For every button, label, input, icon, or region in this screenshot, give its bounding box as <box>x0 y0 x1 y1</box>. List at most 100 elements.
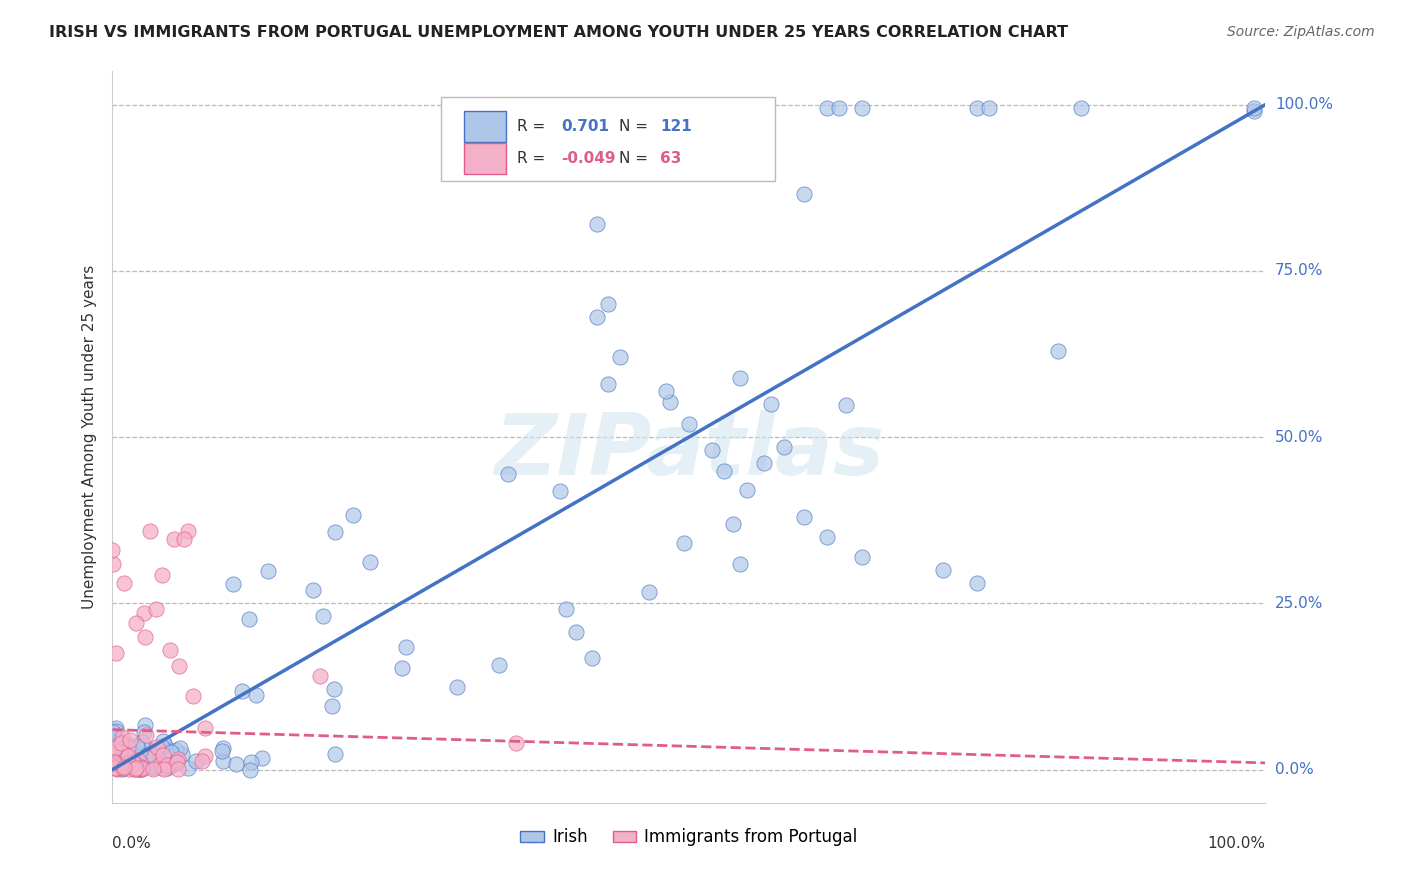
Point <box>105 646 128 660</box>
Point <box>117 749 139 764</box>
Point <box>181 689 204 703</box>
Point <box>135 755 157 769</box>
Point <box>505 736 527 750</box>
Point <box>977 101 1000 115</box>
Point <box>122 762 145 776</box>
Point <box>152 733 174 747</box>
Point <box>104 754 127 768</box>
Text: 0.701: 0.701 <box>561 119 609 134</box>
Point <box>342 508 364 522</box>
Point <box>323 524 346 539</box>
Point <box>309 669 332 683</box>
Point <box>134 718 156 732</box>
Point <box>257 565 280 579</box>
Point <box>112 761 135 775</box>
Point <box>150 740 173 755</box>
Point <box>131 747 153 762</box>
Point <box>110 759 132 773</box>
Point <box>105 761 128 775</box>
Point <box>211 743 233 757</box>
Point <box>554 602 576 616</box>
Y-axis label: Unemployment Among Youth under 25 years: Unemployment Among Youth under 25 years <box>82 265 97 609</box>
Point <box>134 754 156 768</box>
Point <box>735 483 758 498</box>
Text: 50.0%: 50.0% <box>1275 430 1323 444</box>
Point <box>143 760 166 774</box>
Point <box>112 576 135 591</box>
Point <box>131 735 153 749</box>
Point <box>176 761 198 775</box>
FancyBboxPatch shape <box>441 97 776 181</box>
Point <box>101 543 124 558</box>
Point <box>104 760 127 774</box>
Point <box>163 532 186 546</box>
Point <box>142 749 165 764</box>
Point <box>129 762 152 776</box>
Point <box>112 741 135 756</box>
Point <box>103 757 125 772</box>
Text: Source: ZipAtlas.com: Source: ZipAtlas.com <box>1227 25 1375 39</box>
Point <box>252 750 274 764</box>
Point <box>772 440 794 454</box>
Point <box>391 661 413 675</box>
Point <box>321 698 343 713</box>
Point <box>163 756 186 770</box>
Point <box>793 186 815 201</box>
Point <box>225 757 247 772</box>
Text: N =: N = <box>619 151 652 166</box>
Point <box>1046 343 1069 358</box>
Point <box>598 297 620 311</box>
Point <box>136 759 159 773</box>
Point <box>101 724 124 739</box>
Point <box>104 740 127 755</box>
Point <box>815 101 838 115</box>
Point <box>191 755 214 769</box>
Point <box>550 483 572 498</box>
Point <box>713 464 735 478</box>
Point <box>128 758 150 772</box>
Text: 100.0%: 100.0% <box>1208 836 1265 851</box>
Point <box>153 738 176 752</box>
Point <box>148 752 170 766</box>
Point <box>121 756 143 771</box>
Point <box>107 758 129 772</box>
Point <box>124 757 146 772</box>
Point <box>231 684 253 698</box>
Point <box>134 630 156 644</box>
Point <box>124 762 146 776</box>
Text: 25.0%: 25.0% <box>1275 596 1323 611</box>
Point <box>131 761 153 775</box>
Point <box>173 532 195 546</box>
Point <box>129 750 152 764</box>
Point <box>115 738 138 752</box>
Point <box>125 761 148 775</box>
Point <box>169 741 191 756</box>
Point <box>700 443 723 458</box>
Point <box>565 625 588 640</box>
Text: ZIPatlas: ZIPatlas <box>494 410 884 493</box>
Point <box>585 310 607 325</box>
Point <box>851 549 873 564</box>
Point <box>323 682 346 697</box>
Text: 0.0%: 0.0% <box>112 836 152 851</box>
Point <box>678 417 700 431</box>
Text: IRISH VS IMMIGRANTS FROM PORTUGAL UNEMPLOYMENT AMONG YOUTH UNDER 25 YEARS CORREL: IRISH VS IMMIGRANTS FROM PORTUGAL UNEMPL… <box>49 25 1069 40</box>
Point <box>104 723 127 738</box>
Point <box>446 680 468 694</box>
Point <box>141 760 163 774</box>
Point <box>658 395 681 409</box>
Point <box>127 739 149 753</box>
Text: R =: R = <box>517 119 550 134</box>
Point <box>112 758 135 772</box>
Point <box>1243 101 1265 115</box>
Point <box>124 616 146 631</box>
Point <box>135 728 157 742</box>
Point <box>127 761 149 775</box>
Point <box>103 758 125 772</box>
Point <box>111 730 134 744</box>
Point <box>122 755 145 769</box>
Point <box>150 757 173 772</box>
Point <box>815 530 838 544</box>
Point <box>132 725 155 739</box>
Point <box>194 748 217 763</box>
